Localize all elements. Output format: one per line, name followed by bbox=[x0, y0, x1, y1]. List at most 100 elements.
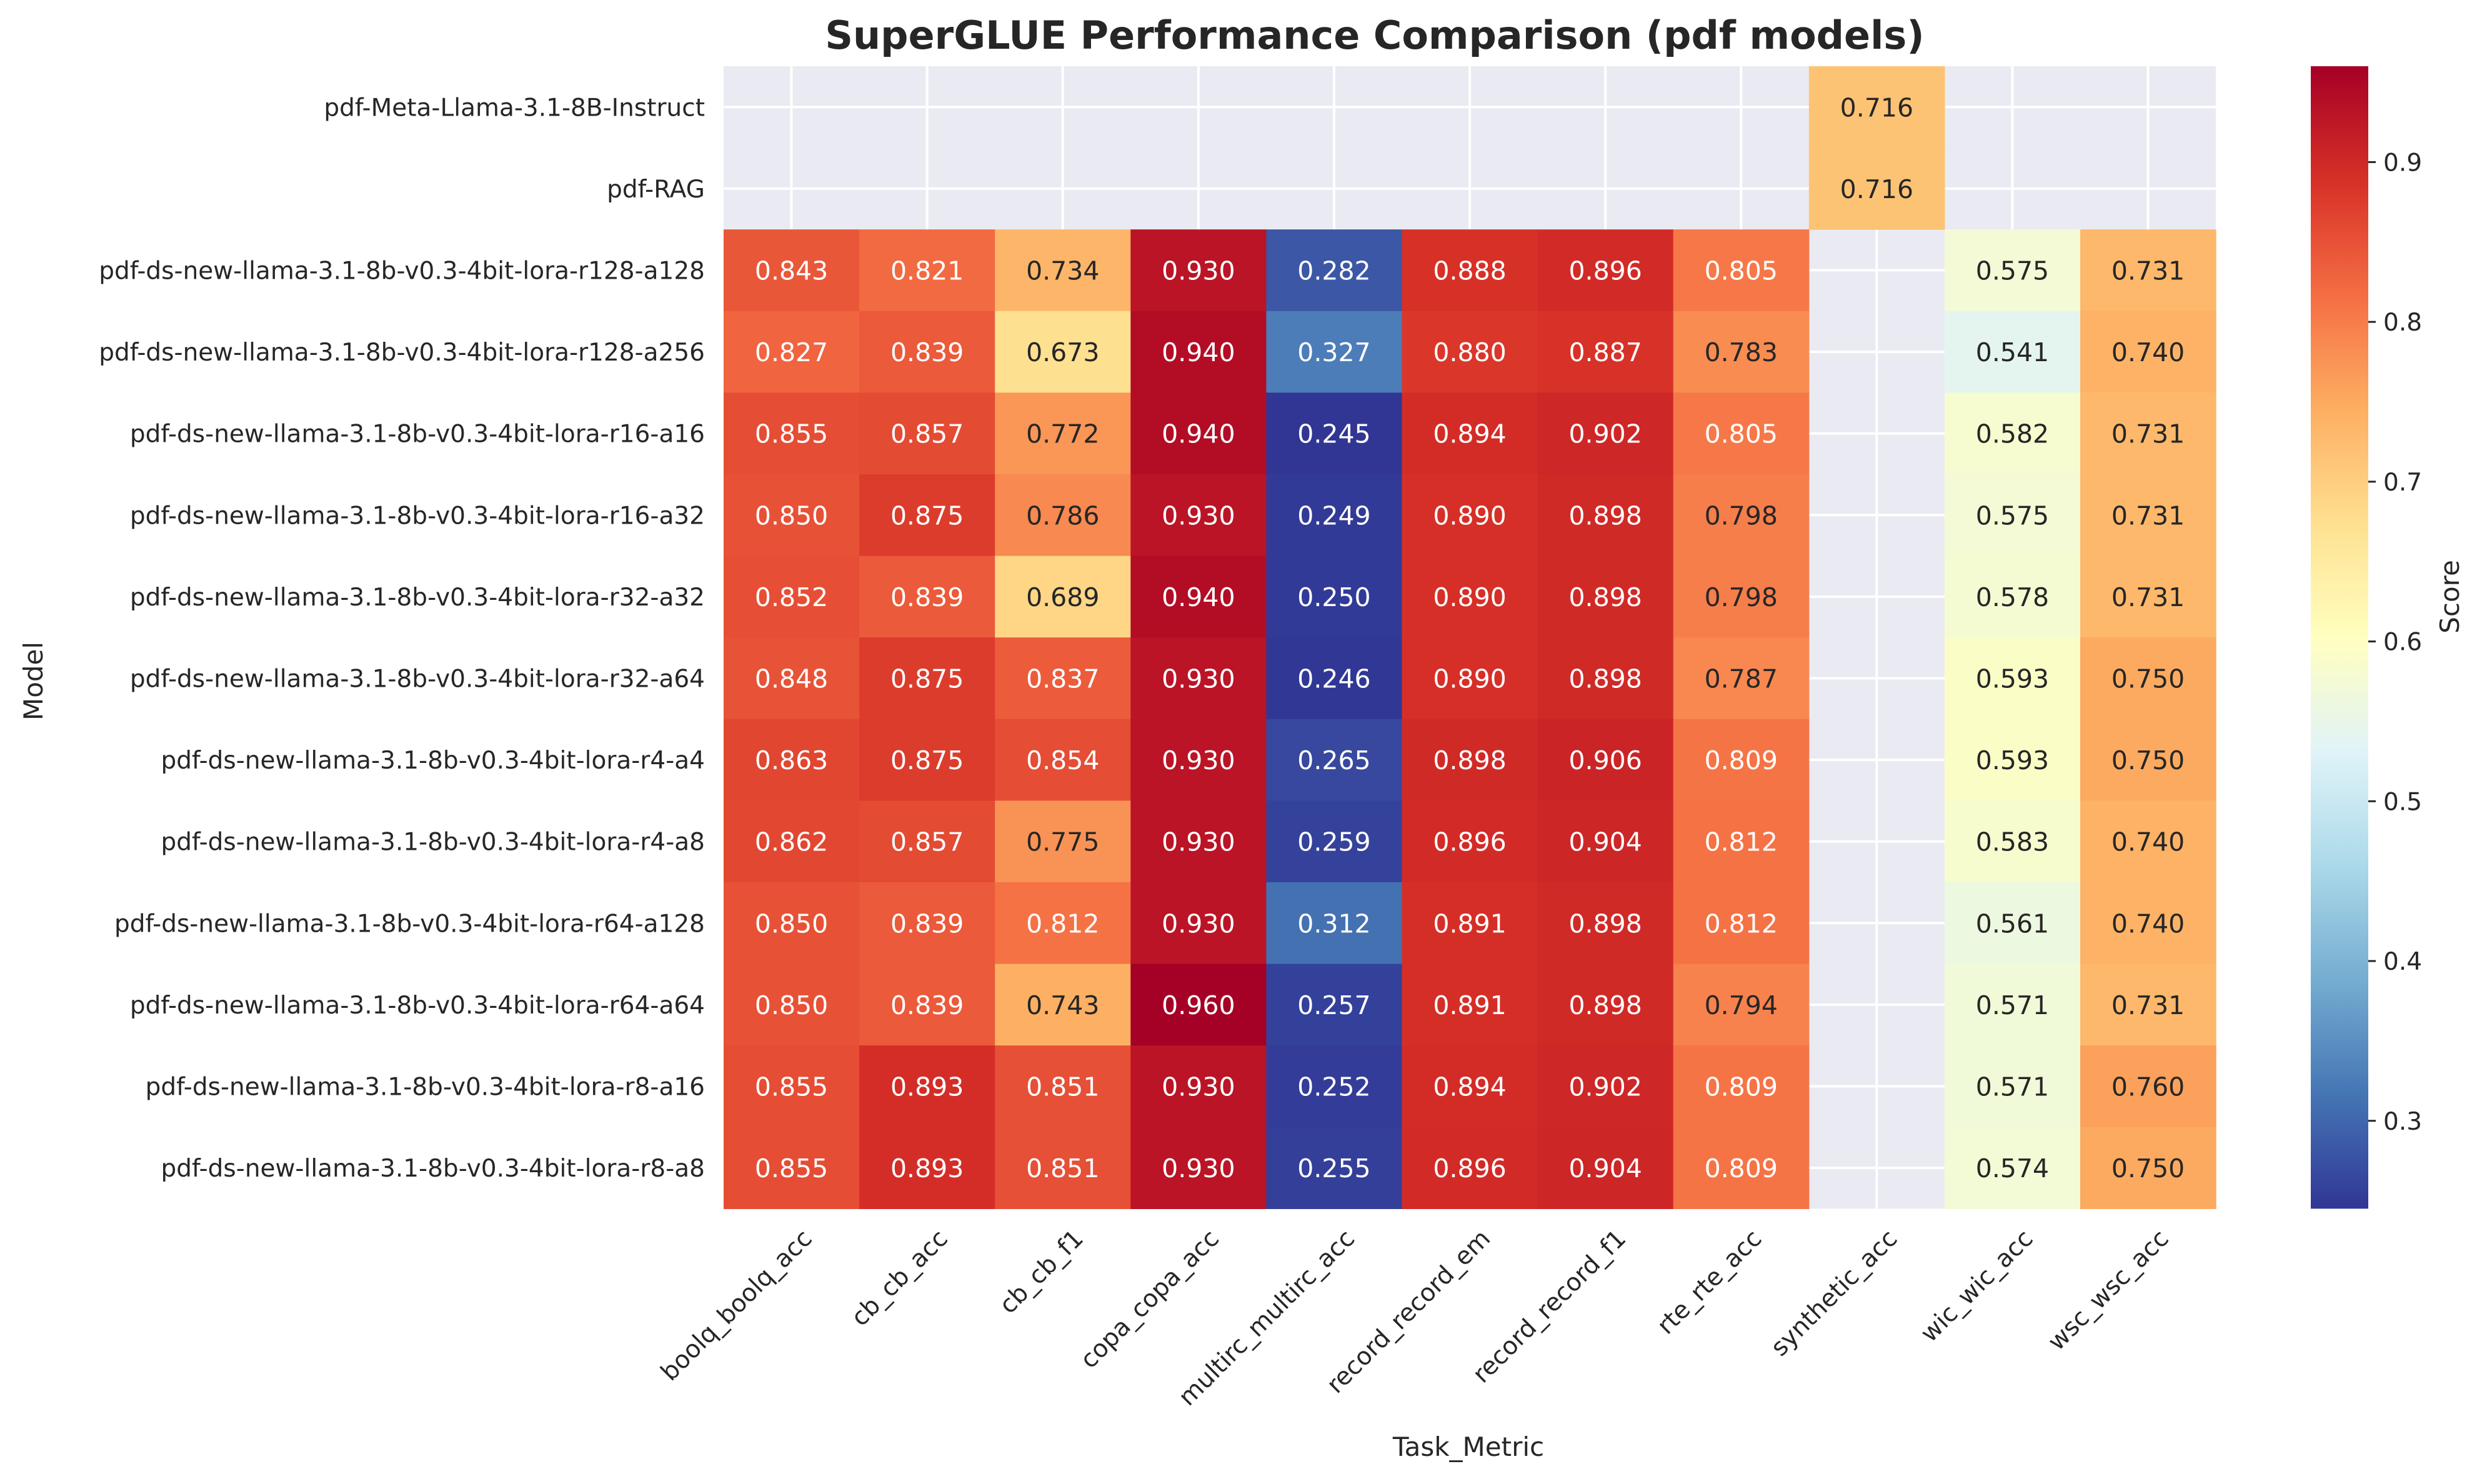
heatmap-cell bbox=[859, 1045, 995, 1128]
y-tick-label-pdf-ds-new-llama-3-1-8b-v0-3-4bit-lora-r8-a16: pdf-ds-new-llama-3.1-8b-v0.3-4bit-lora-r… bbox=[146, 1073, 705, 1102]
cell-value-label: 0.837 bbox=[1026, 664, 1099, 694]
cell-value-label: 0.898 bbox=[1568, 990, 1642, 1020]
cell-value-label: 0.809 bbox=[1705, 745, 1778, 775]
cell-value-label: 0.575 bbox=[1976, 500, 2049, 530]
heatmap-cell bbox=[2080, 392, 2216, 475]
heatmap-cell bbox=[1130, 1045, 1267, 1128]
heatmap-cell bbox=[2080, 719, 2216, 801]
heatmap-cell bbox=[2080, 474, 2216, 557]
heatmap-cell bbox=[2080, 311, 2216, 393]
heatmap-cell bbox=[1402, 964, 1538, 1046]
heatmap-cell bbox=[2080, 964, 2216, 1046]
cell-value-label: 0.259 bbox=[1297, 827, 1370, 857]
heatmap-cell bbox=[1944, 719, 2081, 801]
heatmap-cell bbox=[1673, 964, 1810, 1046]
cell-value-label: 0.875 bbox=[890, 500, 964, 530]
heatmap-cell bbox=[1130, 474, 1267, 557]
cell-value-label: 0.930 bbox=[1162, 745, 1235, 775]
cell-value-label: 0.593 bbox=[1976, 745, 2049, 775]
heatmap-cell bbox=[2080, 637, 2216, 720]
cell-value-label: 0.940 bbox=[1162, 419, 1235, 449]
heatmap-cell bbox=[2080, 882, 2216, 965]
cell-value-label: 0.898 bbox=[1568, 500, 1642, 530]
cell-value-label: 0.930 bbox=[1162, 909, 1235, 939]
y-tick-label-pdf-ds-new-llama-3-1-8b-v0-3-4bit-lora-r64-a64: pdf-ds-new-llama-3.1-8b-v0.3-4bit-lora-r… bbox=[130, 992, 705, 1020]
cell-value-label: 0.940 bbox=[1162, 582, 1235, 612]
heatmap-cell bbox=[1944, 555, 2081, 638]
cell-value-label: 0.896 bbox=[1433, 1153, 1506, 1183]
cell-value-label: 0.839 bbox=[890, 582, 964, 612]
colorbar-gradient bbox=[2311, 66, 2368, 1209]
colorbar-tick-label: 0.3 bbox=[2383, 1108, 2422, 1136]
chart-title: SuperGLUE Performance Comparison (pdf mo… bbox=[825, 12, 1924, 58]
heatmap-cell bbox=[995, 719, 1131, 801]
cell-value-label: 0.571 bbox=[1976, 1072, 2049, 1102]
cell-value-label: 0.578 bbox=[1976, 582, 2049, 612]
cell-value-label: 0.734 bbox=[1026, 256, 1099, 286]
cell-value-label: 0.798 bbox=[1705, 500, 1778, 530]
heatmap-cell bbox=[1130, 719, 1267, 801]
heatmap-cell bbox=[1130, 392, 1267, 475]
cell-value-label: 0.904 bbox=[1568, 827, 1642, 857]
cell-value-label: 0.898 bbox=[1568, 664, 1642, 694]
colorbar-tick-label: 0.7 bbox=[2383, 469, 2422, 497]
y-tick-label-pdf-ds-new-llama-3-1-8b-v0-3-4bit-lora-r32-a32: pdf-ds-new-llama-3.1-8b-v0.3-4bit-lora-r… bbox=[130, 584, 705, 612]
cell-value-label: 0.750 bbox=[2111, 1153, 2185, 1183]
heatmap-cell bbox=[859, 637, 995, 720]
heatmap-cell bbox=[1537, 637, 1674, 720]
heatmap-cell bbox=[1402, 800, 1538, 883]
y-tick-labels: pdf-Meta-Llama-3.1-8B-Instruct pdf-RAG pdf… bbox=[99, 94, 705, 1183]
cell-value-label: 0.850 bbox=[755, 909, 828, 939]
heatmap-cell bbox=[995, 800, 1131, 883]
cell-value-label: 0.850 bbox=[755, 500, 828, 530]
cell-value-label: 0.750 bbox=[2111, 664, 2185, 694]
cell-value-label: 0.716 bbox=[1840, 92, 1913, 122]
heatmap-cell bbox=[1944, 800, 2081, 883]
cell-value-label: 0.245 bbox=[1297, 419, 1370, 449]
heatmap-cell bbox=[1537, 1045, 1674, 1128]
y-tick-label-pdf-ds-new-llama-3-1-8b-v0-3-4bit-lora-r32-a64: pdf-ds-new-llama-3.1-8b-v0.3-4bit-lora-r… bbox=[130, 665, 705, 694]
cell-value-label: 0.809 bbox=[1705, 1153, 1778, 1183]
cell-value-label: 0.930 bbox=[1162, 827, 1235, 857]
cell-value-label: 0.571 bbox=[1976, 990, 2049, 1020]
heatmap-cell bbox=[1673, 800, 1810, 883]
cell-value-label: 0.875 bbox=[890, 745, 964, 775]
heatmap-cell bbox=[1130, 555, 1267, 638]
cell-value-label: 0.731 bbox=[2111, 582, 2185, 612]
heatmap-cell bbox=[1402, 1127, 1538, 1209]
colorbar: 0.3 0.4 0.5 0.6 0.7 0.8 0.9 bbox=[2311, 66, 2422, 1209]
cell-value-label: 0.257 bbox=[1297, 990, 1370, 1020]
cell-value-label: 0.787 bbox=[1705, 664, 1778, 694]
y-tick-label-pdf-ds-new-llama-3-1-8b-v0-3-4bit-lora-r8-a8: pdf-ds-new-llama-3.1-8b-v0.3-4bit-lora-r… bbox=[161, 1155, 705, 1183]
cell-value-label: 0.894 bbox=[1433, 419, 1506, 449]
heatmap-cell bbox=[1130, 229, 1267, 312]
heatmap-cell bbox=[1266, 637, 1403, 720]
cell-value-label: 0.250 bbox=[1297, 582, 1370, 612]
cell-value-label: 0.805 bbox=[1705, 256, 1778, 286]
y-tick-label-pdf-ds-new-llama-3-1-8b-v0-3-4bit-lora-r128-a128: pdf-ds-new-llama-3.1-8b-v0.3-4bit-lora-r… bbox=[99, 257, 705, 286]
heatmap-cell bbox=[724, 1127, 860, 1209]
cell-value-label: 0.541 bbox=[1976, 337, 2049, 367]
heatmap-cell bbox=[1944, 229, 2081, 312]
heatmap-cell bbox=[1808, 66, 1945, 149]
heatmap-cell bbox=[1944, 311, 2081, 393]
y-tick-label-pdf-ds-new-llama-3-1-8b-v0-3-4bit-lora-r128-a256: pdf-ds-new-llama-3.1-8b-v0.3-4bit-lora-r… bbox=[99, 339, 705, 367]
heatmap-cell bbox=[1537, 964, 1674, 1046]
heatmap-cell bbox=[859, 392, 995, 475]
cell-value-label: 0.851 bbox=[1026, 1072, 1099, 1102]
heatmap-cell bbox=[1944, 882, 2081, 965]
heatmap-cell bbox=[995, 1045, 1131, 1128]
heatmap-cell bbox=[1944, 392, 2081, 475]
cell-value-label: 0.812 bbox=[1705, 909, 1778, 939]
heatmap-cell bbox=[859, 1127, 995, 1209]
heatmap-cell bbox=[1673, 555, 1810, 638]
y-tick-label-pdf-meta-llama-3-1-8b-instruct: pdf-Meta-Llama-3.1-8B-Instruct bbox=[324, 94, 705, 122]
cell-value-label: 0.857 bbox=[890, 827, 964, 857]
heatmap-cell bbox=[724, 229, 860, 312]
heatmap-cell bbox=[1537, 719, 1674, 801]
cell-value-label: 0.851 bbox=[1026, 1153, 1099, 1183]
heatmap-cell bbox=[1944, 637, 2081, 720]
cell-value-label: 0.812 bbox=[1026, 909, 1099, 939]
